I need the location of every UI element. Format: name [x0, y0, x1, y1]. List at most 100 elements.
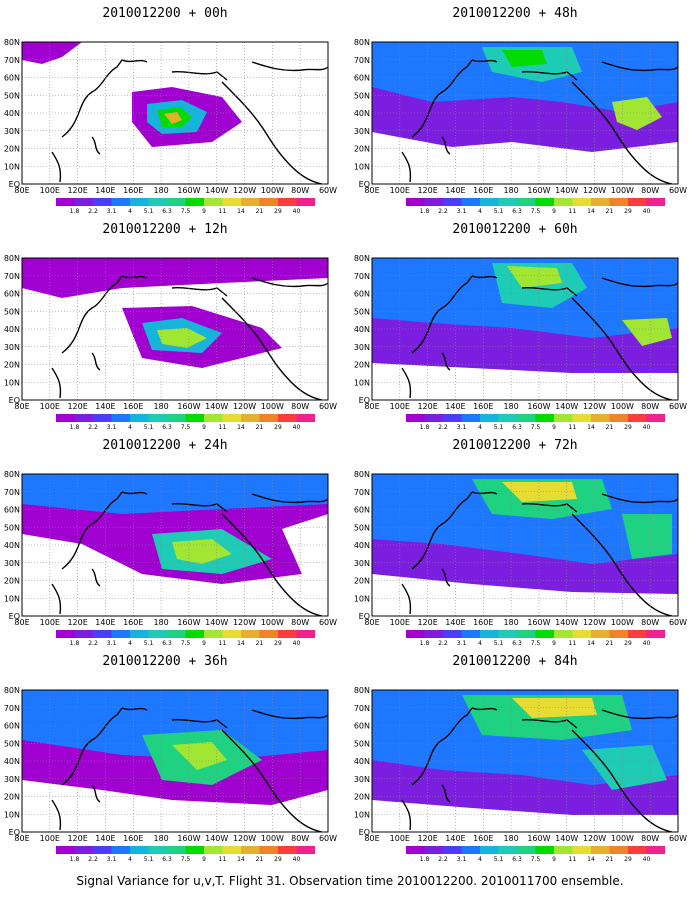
colorbar-tick-label: 6.3 [512, 856, 522, 863]
latitude-label: 50N [4, 523, 20, 532]
longitude-label: 100W [261, 402, 284, 411]
latitude-label: 10N [4, 810, 20, 819]
colorbar-swatch [628, 846, 647, 854]
longitude-label: 140W [555, 618, 578, 627]
map-frame [21, 473, 329, 617]
longitude-label: 80E [14, 402, 29, 411]
colorbar-swatch [498, 630, 517, 638]
colorbar-tick-label: 11 [569, 640, 577, 647]
colorbar-swatch [222, 414, 241, 422]
latitude-label: 70N [354, 704, 370, 713]
latitude-label: 80N [354, 470, 370, 479]
colorbar-tick-label: 2.2 [88, 640, 98, 647]
colorbar-tick-label: 5.1 [144, 640, 154, 647]
latitude-label: 30N [4, 775, 20, 784]
colorbar-tick-label: 6.3 [162, 424, 172, 431]
latitude-label: 40N [4, 757, 20, 766]
longitude-label: 160W [527, 618, 550, 627]
longitude-label: 160W [527, 186, 550, 195]
colorbar-tick-label: 11 [219, 856, 227, 863]
colorbar-tick-label: 40 [293, 424, 301, 431]
colorbar-tick-label: 7.5 [181, 424, 191, 431]
colorbar-swatch [185, 198, 204, 206]
colorbar-tick-label: 9 [202, 208, 206, 215]
longitude-label: 140E [445, 402, 465, 411]
colorbar-swatch [74, 846, 93, 854]
latitude-label: 20N [4, 793, 20, 802]
colorbar-swatch [517, 846, 536, 854]
longitude-label: 60W [669, 618, 687, 627]
longitude-label: 160E [473, 618, 493, 627]
colorbar-tick-label: 3.1 [107, 208, 117, 215]
latitude-label: 30N [4, 127, 20, 136]
colorbar-swatch [609, 198, 628, 206]
colorbar-swatch [628, 414, 647, 422]
latitude-label: 50N [4, 307, 20, 316]
colorbar-tick-label: 7.5 [531, 208, 541, 215]
panel-title: 2010012200 + 48h [452, 6, 578, 21]
variance-contour-fill [502, 50, 547, 67]
colorbar-tick-label: 40 [293, 856, 301, 863]
latitude-label: EQ [9, 612, 20, 621]
colorbar-tick-label: 21 [606, 424, 614, 431]
colorbar-tick-label: 2.2 [438, 640, 448, 647]
colorbar-tick-label: 2.2 [438, 208, 448, 215]
longitude-label: 180 [153, 834, 168, 843]
latitude-label: 40N [4, 541, 20, 550]
panel-title: 2010012200 + 00h [102, 6, 228, 21]
longitude-label: 60W [669, 834, 687, 843]
latitude-label: 10N [354, 162, 370, 171]
colorbar-tick-label: 21 [606, 856, 614, 863]
colorbar-tick-label: 29 [274, 856, 282, 863]
longitude-label: 120W [583, 402, 606, 411]
longitude-label: 140W [205, 186, 228, 195]
colorbar-tick-label: 3.1 [457, 856, 467, 863]
colorbar-swatch [204, 414, 223, 422]
latitude-label: 30N [4, 559, 20, 568]
colorbar-tick-label: 3.1 [457, 208, 467, 215]
longitude-label: 100W [261, 834, 284, 843]
latitude-label: EQ [359, 396, 370, 405]
coastline [51, 367, 62, 399]
panel-title: 2010012200 + 72h [452, 438, 578, 453]
colorbar-swatch [278, 846, 297, 854]
latitude-label: 30N [354, 775, 370, 784]
colorbar-swatch [406, 198, 425, 206]
colorbar-tick-label: 1.8 [420, 208, 430, 215]
coastline [91, 784, 101, 803]
coastline [401, 151, 412, 183]
longitude-label: 80E [14, 834, 29, 843]
map-frame [371, 473, 679, 617]
latitude-label: 60N [4, 506, 20, 515]
longitude-label: 120E [417, 402, 437, 411]
longitude-label: 60W [319, 402, 337, 411]
colorbar-swatch [591, 198, 610, 206]
latitude-label: 20N [354, 793, 370, 802]
colorbar-swatch [535, 630, 554, 638]
colorbar-swatch [241, 846, 260, 854]
figure-caption: Signal Variance for u,v,T. Flight 31. Ob… [76, 874, 624, 888]
colorbar-tick-label: 1.8 [420, 856, 430, 863]
latitude-label: 60N [4, 74, 20, 83]
longitude-label: 80E [14, 186, 29, 195]
colorbar-swatch [222, 630, 241, 638]
colorbar-swatch [56, 198, 75, 206]
longitude-label: 100E [40, 186, 60, 195]
colorbar-swatch [259, 414, 278, 422]
colorbar-tick-label: 4 [478, 856, 482, 863]
colorbar-swatch [74, 414, 93, 422]
map-frame [371, 689, 679, 833]
longitude-label: 100W [611, 834, 634, 843]
variance-contour-fill [512, 698, 597, 718]
colorbar-tick-label: 21 [606, 640, 614, 647]
latitude-label: 10N [4, 378, 20, 387]
colorbar-swatch [74, 630, 93, 638]
colorbar-tick-label: 9 [552, 856, 556, 863]
colorbar-swatch [406, 630, 425, 638]
colorbar-tick-label: 4 [128, 424, 132, 431]
longitude-label: 120W [583, 186, 606, 195]
colorbar-swatch [241, 198, 260, 206]
longitude-label: 140E [445, 834, 465, 843]
